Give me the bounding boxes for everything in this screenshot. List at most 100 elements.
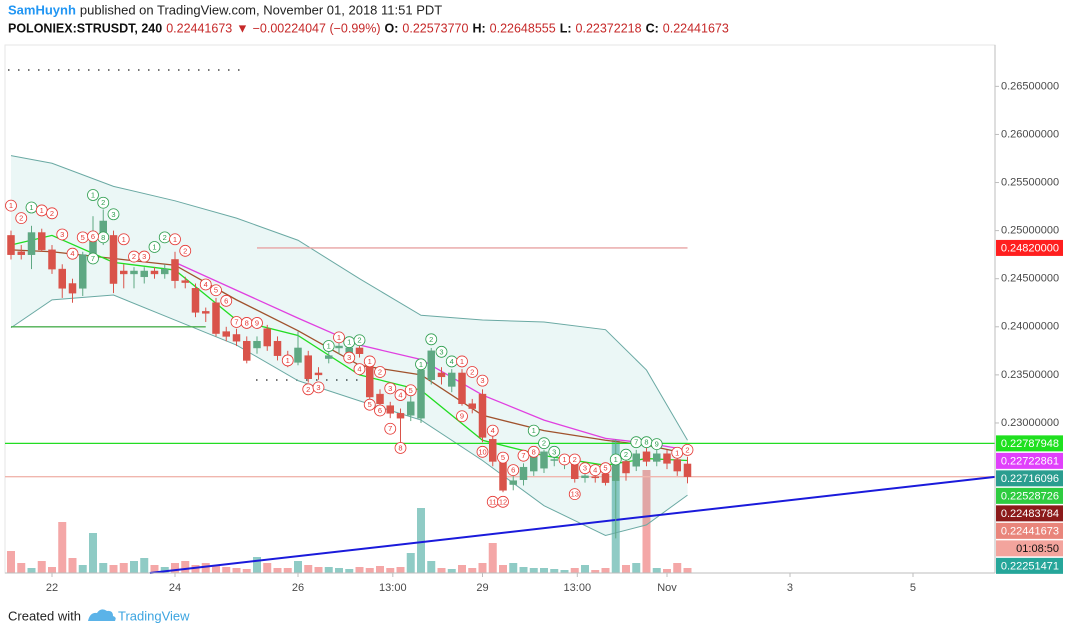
td-marker	[179, 244, 192, 257]
td-label: 6	[91, 232, 95, 241]
td-label: 2	[573, 455, 577, 464]
volume-bar	[324, 567, 333, 573]
candle-body	[232, 334, 241, 342]
td-marker	[87, 189, 99, 201]
y-tick-label: 0.25500000	[1001, 176, 1059, 188]
candle-body	[376, 393, 384, 404]
td-label: 7	[634, 438, 638, 447]
volume-bar	[447, 569, 456, 573]
td-marker	[374, 366, 386, 378]
volume-bar	[642, 470, 651, 573]
price-label: 01:08:50	[1016, 543, 1059, 555]
td-marker	[568, 488, 581, 501]
td-marker	[435, 345, 448, 358]
x-tick-label: 26	[292, 582, 304, 594]
candle-body	[458, 372, 466, 404]
td-marker	[650, 438, 663, 451]
price-label-box	[996, 435, 1063, 452]
td-marker	[66, 247, 79, 260]
td-label: 6	[378, 406, 382, 415]
candle-body	[488, 439, 497, 462]
td-label: 3	[480, 376, 484, 385]
price-label: 0.22441673	[1001, 525, 1059, 537]
candle-body	[78, 254, 87, 289]
volume-bar	[509, 563, 518, 573]
td-label: 3	[552, 447, 556, 456]
volume-bar	[170, 563, 179, 573]
volume-bar	[119, 563, 128, 573]
td-label: 1	[532, 426, 536, 435]
td-marker	[353, 334, 366, 347]
volume-bar	[37, 561, 46, 573]
candle-body	[160, 268, 169, 275]
td-marker	[353, 363, 366, 376]
y-tick-label: 0.26500000	[1001, 80, 1059, 92]
td-label: 9	[460, 412, 464, 421]
price-label: 0.22787948	[1001, 438, 1059, 450]
td-marker	[620, 448, 632, 461]
td-marker	[343, 351, 356, 364]
td-marker	[333, 331, 345, 344]
td-label: 4	[357, 365, 361, 374]
band-lower	[10, 294, 688, 537]
price-label: 0.22483784	[1001, 508, 1059, 520]
td-marker	[476, 445, 489, 458]
td-label: 7	[388, 424, 392, 433]
td-label: 1	[286, 356, 290, 365]
td-label: 1	[460, 357, 464, 366]
x-tick-label: 24	[169, 582, 181, 594]
candle-body	[181, 280, 189, 283]
td-marker	[374, 404, 386, 417]
td-label: 1	[562, 455, 566, 464]
volume-bar	[242, 569, 251, 573]
td-label: 6	[511, 466, 515, 475]
td-label: 1	[368, 357, 372, 366]
volume-bar	[416, 508, 425, 573]
candle-body	[17, 251, 25, 255]
header-text: POLONIEX:STRUSDT, 240	[8, 21, 162, 35]
candle-body	[119, 270, 128, 275]
candle-body	[550, 459, 558, 461]
td-marker	[497, 451, 509, 464]
volume-bar	[150, 565, 159, 573]
td-marker	[599, 462, 612, 475]
td-label: 2	[542, 439, 546, 448]
td-label: 1	[173, 235, 177, 244]
volume-bar	[519, 567, 528, 573]
volume-bar	[621, 565, 630, 573]
x-tick-label: 29	[476, 582, 488, 594]
volume-bar	[140, 558, 149, 573]
candle-body	[130, 270, 138, 275]
x-tick-label: 5	[910, 582, 916, 594]
td-marker	[497, 495, 509, 508]
candle-body	[171, 259, 179, 281]
td-marker	[138, 250, 151, 263]
td-label: 3	[111, 210, 115, 219]
td-label: 7	[521, 451, 525, 460]
candle-body	[447, 372, 456, 387]
volume-bar	[478, 563, 487, 573]
td-label: 3	[60, 230, 64, 239]
td-label: 1	[152, 242, 156, 251]
candle-body	[253, 340, 261, 349]
td-label: 6	[224, 296, 228, 305]
td-marker	[281, 354, 294, 367]
candle-body	[89, 239, 97, 255]
td-label: 5	[214, 286, 218, 295]
td-label: 1	[29, 203, 33, 212]
volume-bar	[263, 563, 272, 573]
td-marker	[210, 284, 222, 297]
td-marker	[363, 398, 376, 411]
td-label: 1	[91, 191, 95, 200]
td-marker	[169, 233, 181, 246]
volume-bar	[58, 522, 67, 573]
td-label: 3	[439, 347, 443, 356]
td-marker	[568, 453, 581, 466]
price-label-box	[996, 522, 1063, 539]
td-label: 2	[685, 445, 689, 454]
td-label: 8	[398, 443, 402, 452]
td-label: 2	[306, 385, 310, 394]
td-marker	[363, 355, 376, 368]
volume-bar	[181, 561, 190, 573]
